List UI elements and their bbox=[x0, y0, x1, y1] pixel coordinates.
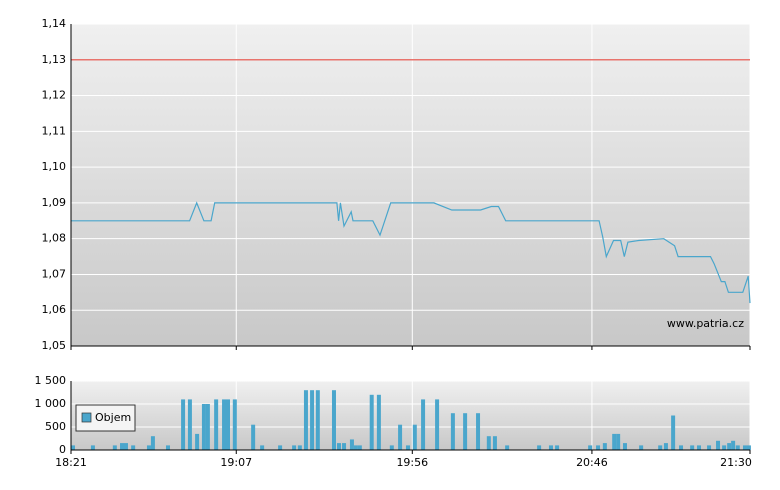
volume-bar bbox=[616, 433, 621, 450]
volume-bar bbox=[278, 445, 283, 450]
volume-bar bbox=[123, 443, 128, 450]
y-tick-label: 1 500 bbox=[35, 374, 67, 387]
x-tick-label: 21:30 bbox=[720, 456, 752, 469]
volume-bar bbox=[658, 445, 663, 450]
volume-bar bbox=[297, 445, 302, 450]
volume-bar bbox=[357, 445, 362, 450]
volume-bar bbox=[398, 424, 403, 450]
legend-swatch bbox=[81, 412, 92, 423]
volume-bar bbox=[120, 443, 125, 450]
volume-bar bbox=[412, 424, 417, 450]
volume-bar bbox=[71, 445, 75, 450]
volume-bar bbox=[222, 399, 227, 450]
volume-bar bbox=[555, 445, 560, 450]
volume-bar bbox=[505, 445, 510, 450]
volume-bar bbox=[112, 445, 117, 450]
y-tick-label: 1,12 bbox=[42, 89, 67, 102]
volume-bar bbox=[602, 443, 607, 450]
volume-bar bbox=[376, 394, 381, 450]
volume-bar bbox=[716, 440, 721, 450]
volume-bar bbox=[331, 390, 336, 450]
volume-bar bbox=[251, 424, 256, 450]
volume-bar bbox=[232, 399, 237, 450]
volume-bar bbox=[181, 399, 186, 450]
price-line bbox=[71, 201, 751, 304]
volume-bar bbox=[450, 413, 455, 450]
y-tick-label: 1,06 bbox=[42, 303, 67, 316]
volume-bar bbox=[421, 399, 426, 450]
y-tick-label: 0 bbox=[59, 443, 66, 456]
x-tick-label: 18:21 bbox=[55, 456, 87, 469]
volume-bar bbox=[663, 443, 668, 450]
volume-bar bbox=[679, 445, 684, 450]
volume-bar bbox=[214, 399, 219, 450]
volume-bar bbox=[225, 399, 230, 450]
volume-bar bbox=[671, 415, 676, 450]
volume-bar bbox=[463, 413, 468, 450]
volume-bar bbox=[205, 404, 210, 450]
x-tick-label: 20:46 bbox=[576, 456, 608, 469]
volume-bar bbox=[150, 436, 155, 450]
volume-bar bbox=[492, 436, 497, 450]
y-tick-label: 1,14 bbox=[42, 17, 67, 30]
volume-bar bbox=[292, 445, 297, 450]
y-tick-label: 1,11 bbox=[42, 124, 67, 137]
volume-bar bbox=[369, 394, 374, 450]
volume-bar bbox=[195, 433, 200, 450]
volume-bar bbox=[639, 445, 644, 450]
volume-bar bbox=[588, 445, 593, 450]
y-tick-label: 1,09 bbox=[42, 196, 67, 209]
volume-bar bbox=[722, 445, 727, 450]
volume-bar bbox=[622, 443, 627, 450]
volume-bar bbox=[315, 390, 320, 450]
volume-bar bbox=[131, 445, 136, 450]
volume-panel bbox=[71, 381, 750, 450]
volume-bar bbox=[303, 390, 308, 450]
volume-bar bbox=[337, 443, 342, 450]
x-tick-label: 19:07 bbox=[220, 456, 252, 469]
volume-bar bbox=[187, 399, 192, 450]
volume-bar bbox=[146, 445, 151, 450]
x-tick-label: 19:56 bbox=[396, 456, 428, 469]
volume-bar bbox=[342, 443, 347, 450]
volume-bar bbox=[349, 439, 354, 450]
volume-bar bbox=[731, 440, 736, 450]
y-tick-label: 1,10 bbox=[42, 160, 67, 173]
volume-bar bbox=[746, 445, 751, 450]
y-tick-label: 1,05 bbox=[42, 339, 67, 352]
volume-bar bbox=[260, 445, 265, 450]
y-tick-label: 1,13 bbox=[42, 53, 67, 66]
y-tick-label: 1 000 bbox=[35, 397, 67, 410]
volume-bar bbox=[353, 445, 358, 450]
volume-bar bbox=[405, 445, 410, 450]
volume-bar bbox=[735, 445, 740, 450]
y-tick-label: 500 bbox=[45, 420, 66, 433]
volume-bar bbox=[596, 445, 601, 450]
volume-bar bbox=[690, 445, 695, 450]
volume-bar bbox=[486, 436, 491, 450]
y-tick-label: 1,08 bbox=[42, 232, 67, 245]
y-tick-label: 1,07 bbox=[42, 267, 67, 280]
volume-bar bbox=[435, 399, 440, 450]
volume-bar bbox=[166, 445, 170, 450]
volume-bar bbox=[696, 445, 701, 450]
volume-bar bbox=[389, 445, 394, 450]
volume-bar bbox=[707, 445, 712, 450]
volume-bar bbox=[201, 404, 206, 450]
price-panel bbox=[71, 24, 750, 346]
volume-bar bbox=[476, 413, 481, 450]
volume-bar bbox=[537, 445, 542, 450]
volume-bar bbox=[310, 390, 315, 450]
volume-bar bbox=[548, 445, 553, 450]
watermark: www.patria.cz bbox=[667, 317, 744, 330]
volume-bar bbox=[742, 445, 747, 450]
volume-bar bbox=[612, 433, 617, 450]
legend-label: Objem bbox=[95, 411, 131, 424]
volume-bar bbox=[727, 443, 732, 450]
volume-bar bbox=[90, 445, 95, 450]
